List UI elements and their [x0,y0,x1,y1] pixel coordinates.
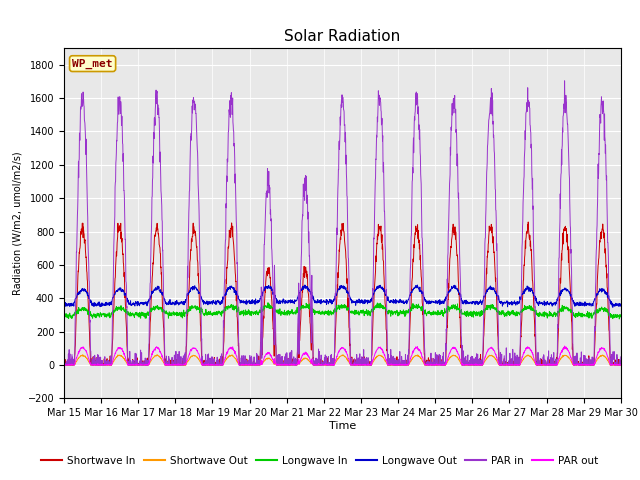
Longwave In [568,310,575,315]
Longwave In [504,312,512,317]
Text: WP_met: WP_met [72,59,113,69]
Line: Shortwave In: Shortwave In [64,222,621,365]
Line: PAR in: PAR in [64,81,621,365]
Shortwave Out [617,362,625,368]
Longwave Out [60,301,68,307]
PAR in [617,354,625,360]
Shortwave Out [371,356,379,362]
Longwave In [617,312,625,318]
Line: Shortwave Out: Shortwave Out [64,355,621,365]
Longwave Out [504,301,512,307]
PAR in [371,201,379,206]
Shortwave Out [153,352,161,358]
Longwave Out [584,301,591,307]
PAR in [60,362,68,368]
Longwave In [584,313,591,319]
PAR in [359,362,367,368]
Longwave Out [609,304,617,310]
Shortwave In [504,360,512,366]
Shortwave Out [216,362,223,368]
Longwave Out [216,300,223,306]
PAR in [561,78,568,84]
Shortwave Out [584,362,591,368]
PAR out [371,352,379,358]
Shortwave In [524,219,532,225]
Shortwave In [371,278,379,284]
Longwave Out [617,303,625,309]
Legend: Shortwave In, Shortwave Out, Longwave In, Longwave Out, PAR in, PAR out: Shortwave In, Shortwave Out, Longwave In… [37,452,603,470]
Longwave Out [301,282,308,288]
Title: Solar Radiation: Solar Radiation [284,29,401,44]
PAR out [504,362,512,368]
X-axis label: Time: Time [329,421,356,431]
PAR out [617,362,625,368]
PAR out [561,343,568,349]
Longwave In [359,310,367,316]
Shortwave In [617,360,625,366]
Longwave Out [568,294,575,300]
PAR out [359,362,367,368]
Shortwave Out [60,362,68,368]
Y-axis label: Radiation (W/m2, umol/m2/s): Radiation (W/m2, umol/m2/s) [12,151,22,295]
Longwave In [60,313,68,319]
PAR in [504,362,512,368]
PAR in [568,301,576,307]
Shortwave In [568,328,576,334]
Longwave In [216,310,223,315]
Shortwave In [359,359,367,365]
PAR in [60,351,68,357]
PAR in [216,362,223,368]
Shortwave Out [359,362,367,368]
Longwave In [371,306,379,312]
Longwave Out [359,297,367,303]
Line: Longwave In: Longwave In [64,303,621,319]
PAR out [61,362,69,368]
Line: PAR out: PAR out [64,346,621,365]
Longwave In [264,300,272,306]
Shortwave Out [568,359,575,365]
PAR out [568,358,576,363]
PAR out [584,361,591,367]
PAR out [60,361,68,367]
Shortwave In [216,358,223,363]
Longwave In [616,316,623,322]
PAR out [216,362,223,368]
Longwave Out [371,288,379,293]
Line: Longwave Out: Longwave Out [64,285,621,307]
Shortwave In [60,360,68,366]
Shortwave Out [504,362,512,368]
Shortwave In [584,360,591,365]
PAR in [584,357,591,363]
Shortwave In [60,362,68,368]
